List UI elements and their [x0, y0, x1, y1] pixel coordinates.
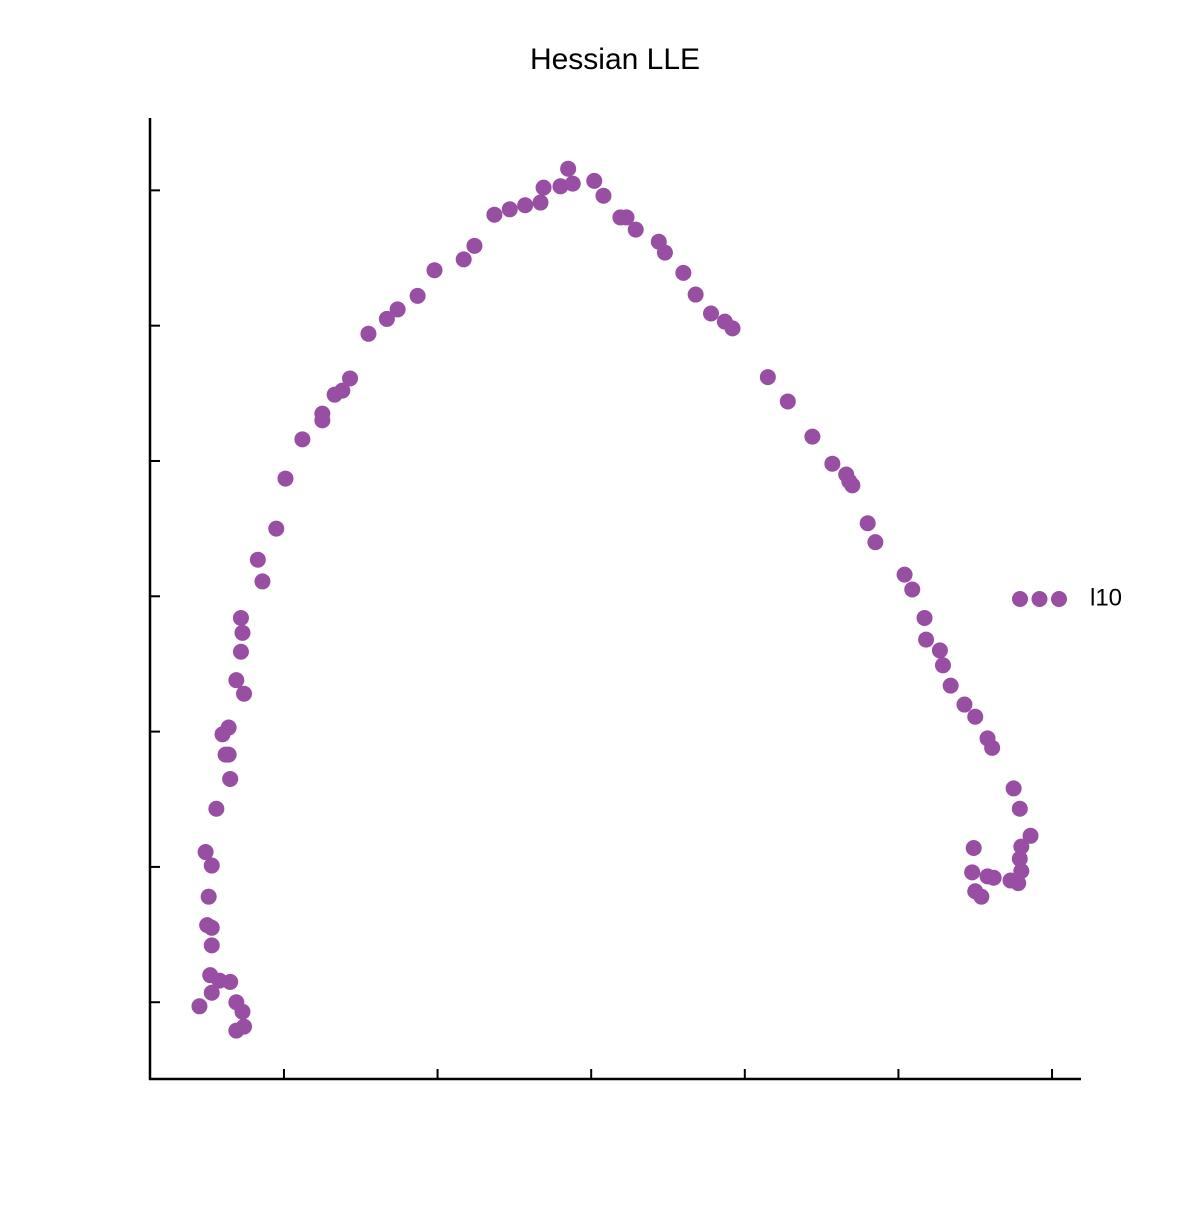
point [486, 206, 503, 223]
point [334, 382, 351, 399]
point [466, 237, 483, 254]
point [197, 844, 214, 861]
chart-title: Hessian LLE [530, 43, 700, 76]
point [1011, 850, 1028, 867]
point [199, 917, 216, 934]
point [208, 800, 225, 817]
point [867, 534, 884, 551]
point [560, 160, 577, 177]
point [232, 609, 249, 626]
point [552, 178, 569, 195]
point [249, 551, 266, 568]
point [203, 937, 220, 954]
legend-marker [1051, 591, 1067, 607]
point [956, 696, 973, 713]
point [675, 264, 692, 281]
point [844, 477, 861, 494]
point [234, 624, 251, 641]
point [904, 581, 921, 598]
point [501, 201, 518, 218]
point [1022, 827, 1039, 844]
point [268, 520, 285, 537]
point [627, 221, 644, 238]
point [804, 428, 821, 445]
point [656, 244, 673, 261]
point [1005, 780, 1022, 797]
point [967, 708, 984, 725]
point [1011, 800, 1028, 817]
point [200, 888, 217, 905]
point [759, 369, 776, 386]
point [236, 1018, 253, 1035]
point [360, 325, 377, 342]
point [724, 320, 741, 337]
point [687, 286, 704, 303]
point [965, 839, 982, 856]
point [896, 566, 913, 583]
point [564, 175, 581, 192]
point [984, 739, 1001, 756]
point [535, 179, 552, 196]
point [254, 573, 271, 590]
point [517, 197, 534, 214]
point [934, 657, 951, 674]
point [1002, 872, 1019, 889]
point [1013, 862, 1030, 879]
point [191, 998, 208, 1015]
point [232, 643, 249, 660]
point [859, 515, 876, 532]
point [277, 470, 294, 487]
point [918, 631, 935, 648]
point [595, 187, 612, 204]
point [228, 672, 245, 689]
point [1013, 838, 1030, 855]
point [455, 251, 472, 268]
point [779, 393, 796, 410]
point [942, 677, 959, 694]
point [586, 172, 603, 189]
point [203, 984, 220, 1001]
point [222, 770, 239, 787]
point [294, 431, 311, 448]
point [964, 864, 981, 881]
point [228, 994, 245, 1011]
point [979, 868, 996, 885]
point [426, 262, 443, 279]
legend-marker [1031, 591, 1048, 607]
point [389, 301, 406, 318]
legend-label: l10 [1090, 584, 1122, 611]
point [409, 287, 426, 304]
point [236, 685, 253, 702]
point [203, 857, 220, 874]
point [618, 209, 635, 226]
point [973, 888, 990, 905]
point [220, 719, 237, 736]
point [824, 455, 841, 472]
point [916, 609, 933, 626]
point [342, 370, 359, 387]
point [532, 194, 549, 211]
point [217, 746, 234, 763]
point [314, 405, 331, 422]
point [703, 305, 720, 322]
point [378, 310, 395, 327]
legend-marker [1012, 591, 1028, 607]
point [931, 642, 948, 659]
point [222, 973, 239, 990]
